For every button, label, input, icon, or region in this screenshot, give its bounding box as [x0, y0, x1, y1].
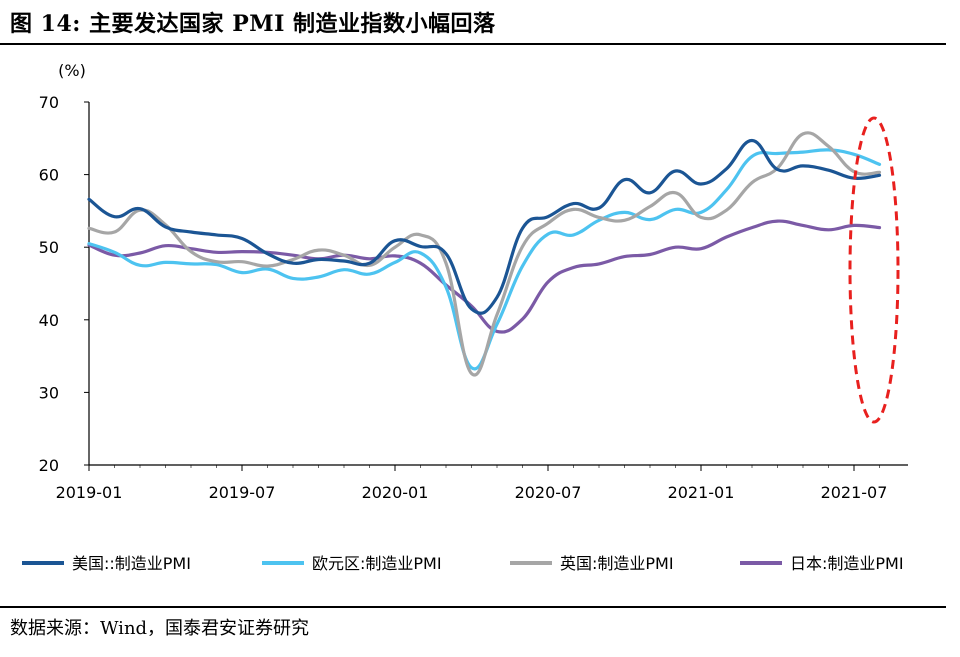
y-axis-label: (%): [58, 61, 86, 80]
top-rule: [0, 43, 946, 45]
legend-label: 欧元区:制造业PMI: [312, 554, 442, 573]
series-line-2: [87, 131, 882, 377]
legend-label: 英国:制造业PMI: [560, 554, 674, 573]
y-tick-label: 30: [39, 383, 59, 402]
series-line-3: [87, 219, 882, 334]
x-tick-label: 2019-01: [56, 483, 123, 502]
y-tick-label: 50: [39, 238, 59, 257]
y-tick-label: 20: [39, 456, 59, 475]
chart-title: 图 14: 主要发达国家 PMI 制造业指数小幅回落: [10, 11, 496, 37]
legend-label: 美国::制造业PMI: [72, 554, 191, 573]
bottom-rule: [0, 606, 946, 608]
highlight-annotation: [848, 116, 900, 424]
chart-svg: 20 30 40 50 60 70 (%) 2019-01 2019-07 2020-01 2020…: [22, 61, 908, 573]
x-tick-label: 2019-07: [209, 483, 276, 502]
x-tick-label: 2020-07: [515, 483, 582, 502]
y-tick-label: 40: [39, 311, 59, 330]
x-tick-label: 2021-07: [821, 483, 888, 502]
series-line-0: [87, 138, 882, 315]
x-tick-label: 2020-01: [362, 483, 429, 502]
legend-label: 日本:制造业PMI: [790, 554, 904, 573]
data-source: 数据来源：Wind，国泰君安证券研究: [10, 618, 310, 639]
legend: 美国::制造业PMI 欧元区:制造业PMI 英国:制造业PMI 日本:制造业PMI: [22, 554, 904, 573]
y-tick-label: 60: [39, 166, 59, 185]
axes: 20 30 40 50 60 70 (%) 2019-01 2019-07 2020-01 2020…: [39, 61, 908, 502]
highlight-ellipse: [848, 116, 900, 424]
x-tick-label: 2021-01: [668, 483, 735, 502]
series-lines: [87, 131, 882, 377]
y-tick-label: 70: [39, 93, 59, 112]
